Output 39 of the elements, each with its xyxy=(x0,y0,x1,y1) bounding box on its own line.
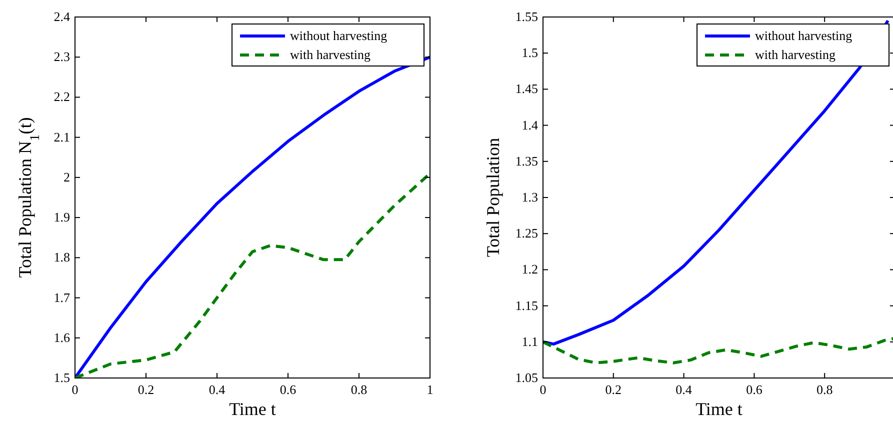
y-tick-label: 1.5 xyxy=(522,45,538,60)
x-tick-label: 0.2 xyxy=(138,382,154,397)
y-tick-label: 1.1 xyxy=(522,334,538,349)
x-tick-label: 0 xyxy=(540,382,546,397)
y-tick-label: 2.4 xyxy=(54,9,70,24)
y-tick-label: 1.45 xyxy=(515,81,538,96)
y-tick-label: 1.25 xyxy=(515,226,538,241)
legend-label: with harvesting xyxy=(290,47,372,62)
y-axis-title: Total Population xyxy=(483,138,503,258)
y-tick-label: 1.35 xyxy=(515,153,538,168)
x-tick-label: 0.2 xyxy=(605,382,622,397)
x-tick-label: 0.6 xyxy=(746,382,763,397)
y-tick-label: 1.05 xyxy=(515,370,538,385)
y-tick-label: 1.7 xyxy=(54,290,70,305)
y-tick-label: 1.6 xyxy=(54,330,70,345)
y-tick-label: 2.1 xyxy=(54,129,70,144)
x-tick-label: 0.8 xyxy=(816,382,833,397)
y-tick-label: 2.2 xyxy=(54,89,70,104)
legend-label: with harvesting xyxy=(755,47,836,62)
y-tick-label: 2.3 xyxy=(54,49,70,64)
y-tick-label: 1.55 xyxy=(515,9,538,24)
x-tick-label: 0 xyxy=(72,382,78,397)
x-tick-label: 0.4 xyxy=(676,382,692,397)
y-tick-label: 1.4 xyxy=(522,117,538,132)
y-tick-label: 1.5 xyxy=(54,370,70,385)
y-tick-label: 1.8 xyxy=(54,250,70,265)
x-axis-title: Time t xyxy=(229,399,276,419)
y-tick-label: 1.9 xyxy=(54,210,70,225)
y-tick-label: 1.15 xyxy=(515,298,538,313)
legend-label: without harvesting xyxy=(755,28,853,43)
x-axis-title: Time t xyxy=(696,399,742,419)
x-tick-label: 1 xyxy=(426,382,434,397)
legend-label: without harvesting xyxy=(290,28,388,43)
x-tick-label: 0.8 xyxy=(350,382,368,397)
x-tick-label: 0.4 xyxy=(208,382,226,397)
y-tick-label: 2 xyxy=(64,169,70,184)
y-tick-label: 1.2 xyxy=(522,262,538,277)
y-tick-label: 1.3 xyxy=(522,190,538,204)
x-tick-label: 0.6 xyxy=(280,382,297,397)
